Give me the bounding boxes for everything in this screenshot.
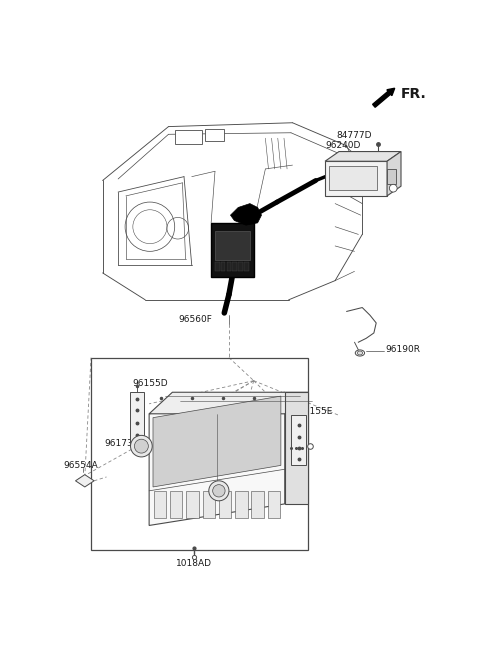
- Bar: [215, 230, 250, 260]
- Text: 96155D: 96155D: [132, 379, 168, 387]
- Bar: [170, 491, 182, 518]
- Text: 96173: 96173: [211, 494, 240, 503]
- Text: 96560F: 96560F: [179, 315, 213, 324]
- Bar: [252, 491, 264, 518]
- Circle shape: [134, 440, 148, 453]
- Polygon shape: [325, 151, 401, 161]
- Circle shape: [389, 184, 397, 192]
- Bar: [387, 169, 396, 184]
- Bar: [291, 415, 306, 466]
- Bar: [244, 262, 249, 271]
- Bar: [205, 129, 224, 141]
- Bar: [130, 392, 144, 445]
- Text: FR.: FR.: [401, 87, 427, 101]
- Circle shape: [213, 484, 225, 497]
- Bar: [238, 262, 243, 271]
- Polygon shape: [285, 392, 308, 504]
- Bar: [175, 131, 202, 144]
- Bar: [235, 491, 248, 518]
- Bar: [227, 262, 231, 271]
- Bar: [215, 262, 220, 271]
- Polygon shape: [149, 392, 285, 525]
- Bar: [219, 491, 231, 518]
- Circle shape: [209, 481, 229, 500]
- Text: 96240D: 96240D: [325, 141, 360, 150]
- Polygon shape: [387, 151, 401, 196]
- Polygon shape: [211, 223, 254, 277]
- Ellipse shape: [357, 351, 362, 355]
- Polygon shape: [149, 392, 308, 414]
- Bar: [203, 491, 215, 518]
- Polygon shape: [230, 204, 262, 225]
- Text: 84777D: 84777D: [336, 131, 372, 139]
- Bar: [329, 166, 377, 190]
- FancyArrow shape: [372, 88, 395, 107]
- Text: 96554A: 96554A: [64, 461, 98, 470]
- Bar: [154, 491, 166, 518]
- Text: 1018AD: 1018AD: [176, 559, 212, 568]
- Bar: [186, 491, 199, 518]
- Polygon shape: [153, 396, 281, 487]
- Bar: [325, 161, 387, 196]
- Text: 96173: 96173: [104, 440, 133, 448]
- Bar: [91, 358, 308, 550]
- Ellipse shape: [355, 350, 365, 356]
- Text: 96190R: 96190R: [385, 346, 420, 354]
- Text: 96155E: 96155E: [299, 407, 333, 416]
- Bar: [221, 262, 226, 271]
- Bar: [232, 262, 237, 271]
- Bar: [268, 491, 280, 518]
- Circle shape: [131, 436, 152, 457]
- Polygon shape: [75, 474, 94, 487]
